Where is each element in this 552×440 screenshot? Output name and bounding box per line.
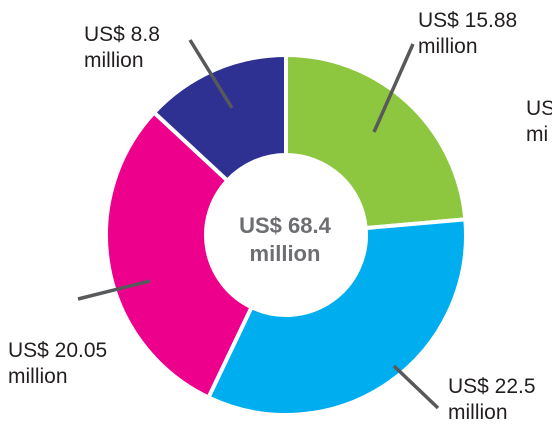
slice-label-blue-unit: million [448, 400, 536, 426]
slice-label-green-value: US$ 15.88 [418, 8, 517, 34]
slice-label-navy-unit: million [84, 48, 160, 74]
slice-label-navy: US$ 8.8 million [84, 22, 160, 74]
slice-label-blue-value: US$ 22.5 [448, 374, 536, 400]
slice-label-green: US$ 15.88 million [418, 8, 517, 60]
slice-label-magenta-unit: million [8, 364, 107, 390]
slice-label-green-unit: million [418, 34, 517, 60]
slice-label-blue: US$ 22.5 million [448, 374, 536, 426]
slice-label-magenta: US$ 20.05 million [8, 338, 107, 390]
offscreen-label: US mi [526, 96, 552, 148]
offscreen-label-line1: US [526, 96, 552, 122]
slice-green [286, 55, 465, 228]
total-unit: million [205, 240, 365, 268]
leader-line-blue [394, 366, 438, 408]
total-value: US$ 68.4 [205, 212, 365, 240]
offscreen-label-line2: mi [526, 122, 552, 148]
slice-label-magenta-value: US$ 20.05 [8, 338, 107, 364]
slice-label-navy-value: US$ 8.8 [84, 22, 160, 48]
total-label: US$ 68.4 million [205, 212, 365, 268]
